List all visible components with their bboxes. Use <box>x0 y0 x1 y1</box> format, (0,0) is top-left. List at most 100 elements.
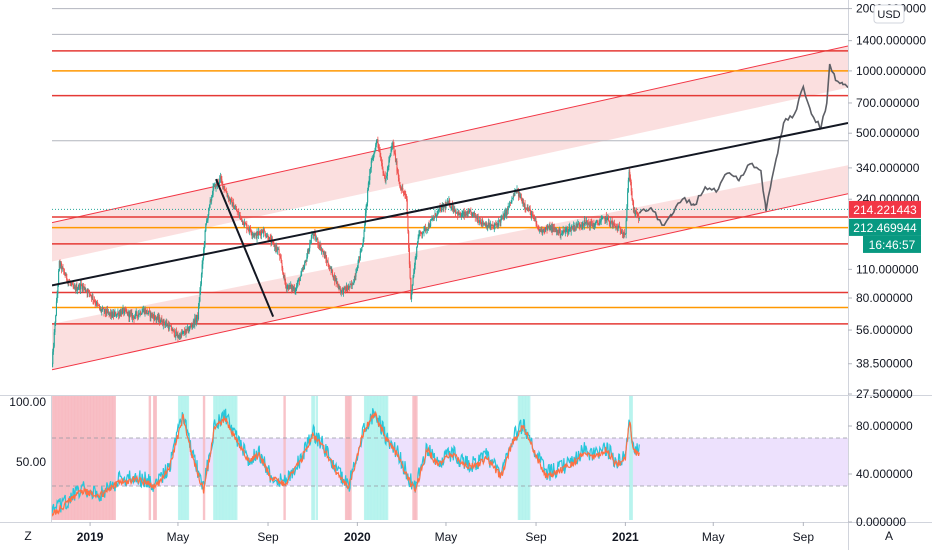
candle-body <box>258 231 260 233</box>
candle-body <box>498 220 501 221</box>
time-tick-label: May <box>435 530 458 544</box>
candle-body <box>553 228 555 230</box>
candle-body <box>460 213 462 217</box>
candle-body <box>238 215 241 217</box>
candle-body <box>244 222 246 226</box>
indicator-signal-column <box>60 396 64 520</box>
candle-body <box>550 229 552 231</box>
candle-body <box>411 284 413 292</box>
indicator-signal-column <box>520 396 524 520</box>
candle-body <box>239 215 241 217</box>
candle-body <box>294 291 296 293</box>
candle-body <box>428 224 430 228</box>
zoom-reset-button[interactable]: Z <box>24 529 31 543</box>
candle-body <box>173 329 175 336</box>
candle-body <box>547 226 550 227</box>
candle-body <box>467 211 469 217</box>
candle-body <box>256 231 258 239</box>
candle-body <box>76 285 78 291</box>
candle-body <box>494 224 496 227</box>
candle-body <box>525 207 527 209</box>
candle-body <box>93 300 95 301</box>
candle-body <box>246 224 248 230</box>
candle-body <box>227 195 230 200</box>
candle-body <box>581 225 583 227</box>
candle-body <box>496 224 498 226</box>
auto-scale-button[interactable]: A <box>885 529 893 543</box>
price-axis[interactable]: 2000.0000001400.0000001000.000000700.000… <box>848 2 926 401</box>
candle-body <box>141 312 143 315</box>
candle-body <box>613 223 615 225</box>
candle-body <box>266 235 268 237</box>
candle-body <box>208 207 210 215</box>
candle-body <box>88 290 90 294</box>
indicator-signal-column <box>224 396 228 520</box>
candle-body <box>552 227 554 232</box>
horizontal-levels <box>52 8 848 325</box>
indicator-pane[interactable] <box>52 396 848 522</box>
candle-body <box>167 324 170 330</box>
candle-body <box>519 192 521 199</box>
candle-body <box>424 227 426 228</box>
candle-body <box>531 213 533 217</box>
candle-body <box>444 205 446 209</box>
candle-body <box>579 225 581 227</box>
candle-body <box>537 226 539 228</box>
candle-body <box>632 201 635 213</box>
candle-body <box>188 329 190 333</box>
indicator-signal-column <box>100 396 103 520</box>
candle-body <box>326 261 328 263</box>
indicator-signal-column <box>412 396 415 520</box>
candle-body <box>247 228 249 230</box>
candle-body <box>408 231 410 249</box>
candle-body <box>518 192 520 197</box>
indicator-signal-column <box>519 396 522 520</box>
candle-body <box>145 310 148 314</box>
candle-body <box>163 319 165 324</box>
candle-body <box>509 202 512 204</box>
candle-body <box>264 231 266 236</box>
candle-body <box>456 211 458 213</box>
candle-body <box>197 305 200 320</box>
candle-body <box>148 310 150 314</box>
currency-button[interactable]: USD <box>873 4 905 24</box>
candle-body <box>55 301 57 316</box>
candle-body <box>57 284 59 294</box>
candle-body <box>201 264 203 275</box>
candle-body <box>307 250 309 257</box>
candle-body <box>107 311 109 313</box>
candle-body <box>571 226 573 228</box>
indicator-signal-column <box>526 396 529 520</box>
main-price-pane[interactable] <box>52 8 849 371</box>
candle-body <box>600 219 602 222</box>
candle-body <box>620 231 622 234</box>
candle-body <box>473 212 475 215</box>
indicator-signal-column <box>202 396 206 520</box>
candle-body <box>613 223 615 225</box>
candle-body <box>570 227 572 232</box>
candle-body <box>331 269 334 277</box>
candle-body <box>323 252 326 259</box>
candle-body <box>296 283 298 286</box>
candle-body <box>617 226 619 231</box>
price-tick-label: 1000.000000 <box>856 64 926 78</box>
candle-body <box>630 181 632 192</box>
candle-body <box>190 326 192 327</box>
indicator-signal-column <box>72 396 75 520</box>
time-tick-label: May <box>702 530 725 544</box>
candle-body <box>607 217 609 218</box>
candle-body <box>578 223 580 226</box>
candle-body <box>327 261 329 266</box>
candle-body <box>369 169 371 181</box>
candle-body <box>451 204 453 208</box>
candle-body <box>539 229 542 232</box>
candle-body <box>412 277 414 285</box>
candle-body <box>147 313 149 315</box>
candle-body <box>158 317 160 320</box>
candle-body <box>235 208 237 209</box>
indicator-signal-column <box>385 396 389 520</box>
time-axis[interactable]: 2019 May Sep 2020 May Sep 2021 May Sep <box>77 522 815 544</box>
indicator-signal-column <box>363 396 367 520</box>
candle-body <box>506 208 508 216</box>
